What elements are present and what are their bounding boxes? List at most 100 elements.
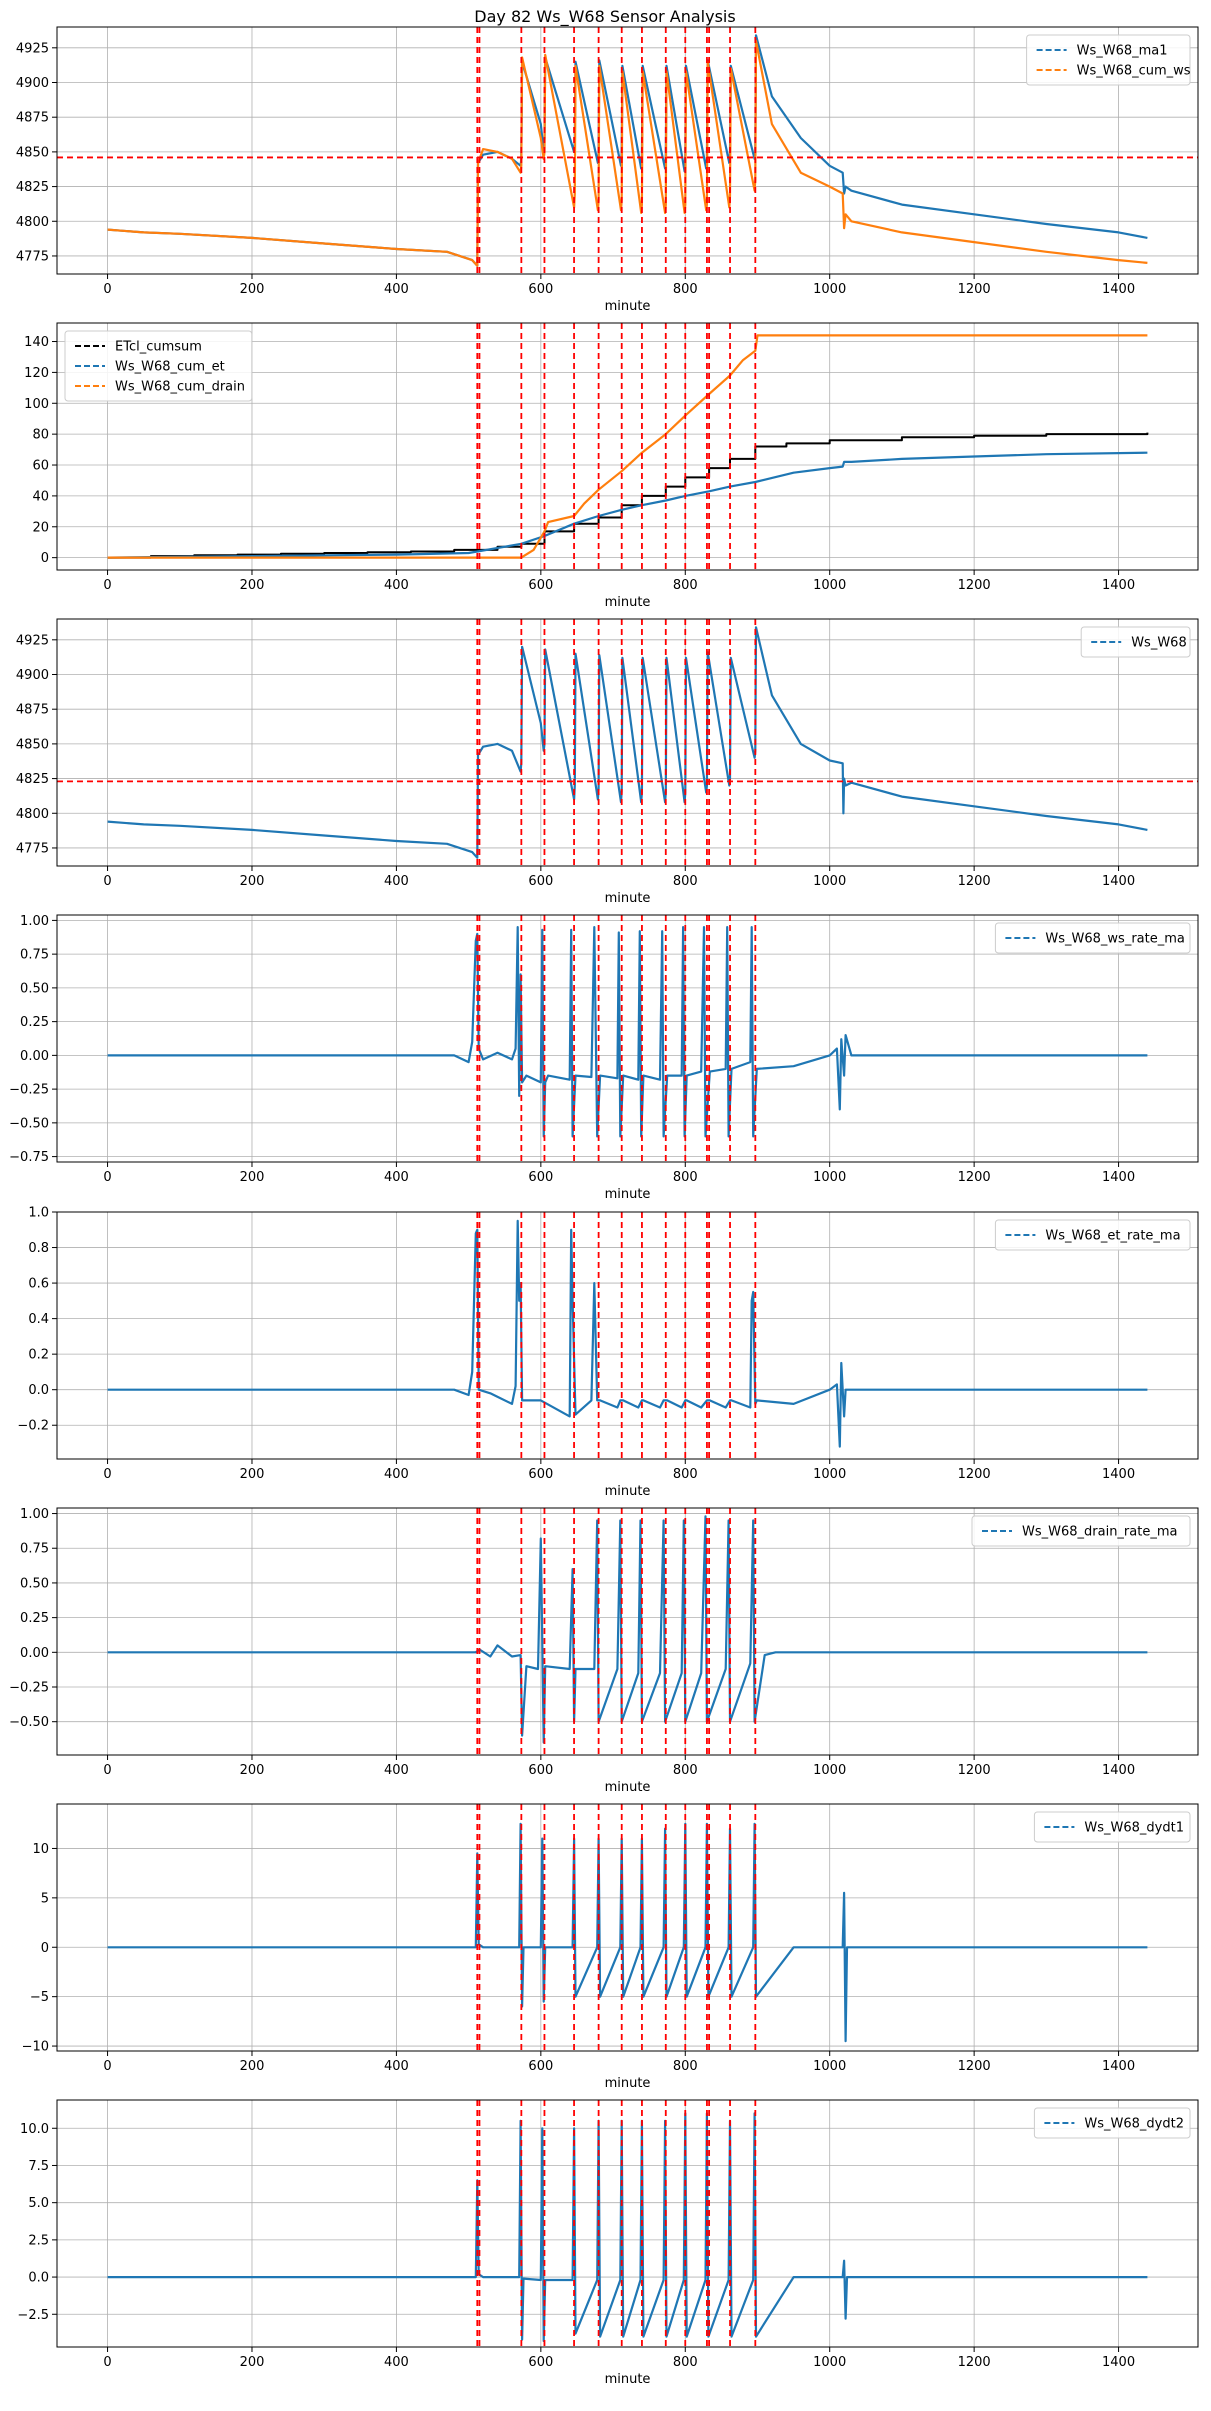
legend-box <box>64 330 253 402</box>
x-tick-label: 800 <box>673 1467 698 1482</box>
y-tick-label: 4875 <box>16 111 49 126</box>
x-tick-label: 0 <box>103 2355 111 2370</box>
legend-box <box>971 1515 1191 1547</box>
legend-label: Ws_W68_dydt1 <box>1084 1821 1184 1836</box>
x-tick-label: 1200 <box>958 874 991 889</box>
x-tick-label: 1000 <box>813 874 846 889</box>
axes-frame <box>56 1803 1199 2052</box>
legend-label: Ws_W68_cum_et <box>115 360 225 375</box>
x-tick-label: 1400 <box>1102 874 1135 889</box>
axes-frame <box>56 26 1199 275</box>
x-tick-label: 1200 <box>958 1170 991 1185</box>
x-tick-label: 1000 <box>813 1467 846 1482</box>
x-tick-label: 200 <box>240 1763 265 1778</box>
x-tick-label: 200 <box>240 1467 265 1482</box>
x-axis-label: minute <box>605 595 651 610</box>
y-tick-label: 0.0 <box>28 1383 49 1398</box>
x-axis-label: minute <box>605 891 651 906</box>
x-tick-label: 1200 <box>958 578 991 593</box>
x-tick-label: 1400 <box>1102 1170 1135 1185</box>
x-tick-label: 800 <box>673 874 698 889</box>
legend: Ws_W68_ma1 Ws_W68_cum_ws <box>1026 34 1191 86</box>
y-tick-label: 0.25 <box>20 1611 49 1626</box>
series-line-Ws_W68_dydt1 <box>107 1822 1148 2043</box>
x-tick-label: 1000 <box>813 282 846 297</box>
x-tick-label: 600 <box>528 874 553 889</box>
x-tick-label: 200 <box>240 2355 265 2370</box>
x-axis: 0 200 400 600 800 1000 1200 1400 minute <box>103 866 1135 906</box>
legend-box <box>1033 2107 1191 2139</box>
y-tick-label: 80 <box>32 428 49 443</box>
y-tick-label: 0.2 <box>28 1348 49 1363</box>
y-axis: 0 20 40 60 80 100 120 140 <box>24 335 57 566</box>
subplot-5: 0 200 400 600 800 1000 1200 1400 minute −0.2 0.0 0.… <box>17 1206 1199 1499</box>
x-axis-label: minute <box>605 1484 651 1499</box>
y-tick-label: 10.0 <box>20 2122 49 2137</box>
y-tick-label: −2.5 <box>17 2308 49 2323</box>
plot-area <box>107 2100 1148 2347</box>
series-line-Ws_W68_et_rate_ma <box>107 1219 1148 1448</box>
y-tick-label: 4925 <box>16 633 49 648</box>
y-tick-label: −0.50 <box>9 1715 49 1730</box>
y-tick-label: 4925 <box>16 41 49 56</box>
y-tick-label: 4775 <box>16 249 49 264</box>
y-tick-label: −0.75 <box>9 1150 49 1165</box>
plot-area <box>107 1212 1148 1459</box>
x-axis: 0 200 400 600 800 1000 1200 1400 minute <box>103 570 1135 610</box>
plot-area <box>107 1508 1148 1755</box>
legend-label: Ws_W68_cum_drain <box>115 380 245 395</box>
x-axis: 0 200 400 600 800 1000 1200 1400 minute <box>103 2347 1135 2387</box>
x-tick-label: 1400 <box>1102 578 1135 593</box>
y-tick-label: 4825 <box>16 772 49 787</box>
y-axis: −0.2 0.0 0.2 0.4 0.6 0.8 1.0 <box>17 1206 57 1434</box>
y-tick-label: 0.00 <box>20 1049 49 1064</box>
x-tick-label: 1200 <box>958 2059 991 2074</box>
x-tick-label: 400 <box>384 2355 409 2370</box>
y-tick-label: 1.00 <box>20 1507 49 1522</box>
x-tick-label: 600 <box>528 1467 553 1482</box>
y-tick-label: 0.6 <box>28 1277 49 1292</box>
y-axis: −0.50 −0.25 0.00 0.25 0.50 0.75 1.00 <box>9 1507 57 1730</box>
x-tick-label: 400 <box>384 578 409 593</box>
x-axis-label: minute <box>605 2076 651 2091</box>
figure-title: Day 82 Ws_W68 Sensor Analysis <box>474 7 735 27</box>
x-tick-label: 200 <box>240 282 265 297</box>
y-tick-label: 4850 <box>16 737 49 752</box>
y-tick-label: −10 <box>22 2040 49 2055</box>
y-tick-label: 1.0 <box>28 1206 49 1221</box>
y-tick-label: −0.25 <box>9 1083 49 1098</box>
y-tick-label: 5.0 <box>28 2196 49 2211</box>
x-tick-label: 200 <box>240 2059 265 2074</box>
x-axis: 0 200 400 600 800 1000 1200 1400 minute <box>103 1162 1135 1202</box>
y-tick-label: 2.5 <box>28 2233 49 2248</box>
x-tick-label: 400 <box>384 874 409 889</box>
y-tick-label: 5 <box>41 1891 49 1906</box>
y-tick-label: 0.25 <box>20 1015 49 1030</box>
x-tick-label: 200 <box>240 1170 265 1185</box>
x-tick-label: 0 <box>103 874 111 889</box>
x-tick-label: 800 <box>673 1170 698 1185</box>
y-tick-label: 0 <box>41 551 49 566</box>
x-tick-label: 200 <box>240 578 265 593</box>
x-tick-label: 1200 <box>958 1763 991 1778</box>
x-tick-label: 800 <box>673 578 698 593</box>
y-tick-label: −0.25 <box>9 1681 49 1696</box>
legend-label: Ws_W68_ws_rate_ma <box>1045 932 1184 947</box>
subplots: 0 200 400 600 800 1000 1200 1400minute477548004… <box>9 26 1199 2387</box>
x-axis-label: minute <box>605 2372 651 2387</box>
y-axis: 4775 4800 4825 4850 4875 4900 4925 <box>16 633 57 856</box>
y-tick-label: −5 <box>30 1990 49 2005</box>
legend-label: ETcl_cumsum <box>115 340 202 355</box>
y-tick-label: 4875 <box>16 703 49 718</box>
y-axis: −0.75 −0.50 −0.25 0.00 0.25 0.50 0.75 1.00 <box>9 914 57 1165</box>
plot-area <box>57 619 1198 866</box>
y-tick-label: 4900 <box>16 76 49 91</box>
subplot-8: 0 200 400 600 800 1000 1200 1400 minute −2.5 0.0 2.… <box>17 2099 1199 2387</box>
legend-box <box>1033 1811 1191 1843</box>
x-tick-label: 1000 <box>813 1763 846 1778</box>
grid <box>57 323 1198 570</box>
legend-box <box>994 922 1191 954</box>
axes-frame <box>56 1211 1199 1460</box>
axes-frame <box>56 1507 1199 1756</box>
